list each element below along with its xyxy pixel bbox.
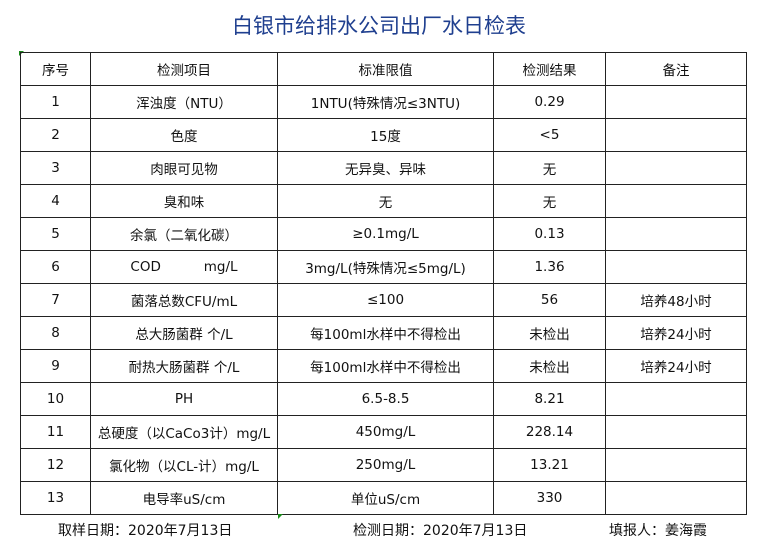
cell-seq: 13 [20,481,91,515]
cell-standard: 每100ml水样中不得检出 [277,349,494,383]
cell-standard: ≥0.1mg/L [277,217,494,251]
inspection-table: 序号 检测项目 标准限值 检测结果 备注 1 浑浊度（NTU） 1NTU(特殊情况≤3NTU)… [20,52,747,515]
cell-standard: 3mg/L(特殊情况≤5mg/L) [277,250,494,284]
cell-seq: 5 [20,217,91,251]
table-row: 12 氯化物（以CL-计）mg/L 250mg/L 13.21 [20,448,747,482]
table-row: 2 色度 15度 <5 [20,118,747,152]
table-row: 4 臭和味无无 [20,184,747,218]
cell-item: 余氯（二氧化碳） [90,217,278,251]
header-remark: 备注 [605,52,747,86]
cell-seq: 3 [20,151,91,185]
cell-seq: 11 [20,415,91,449]
sample-date: 取样日期：2020年7月13日 [58,523,233,539]
cell-result: 未检出 [493,349,606,383]
cell-item: 色度 [90,118,278,152]
cell-standard: 单位uS/cm [277,481,494,515]
table-row: 3 肉眼可见物 无异臭、异味无 [20,151,747,185]
table-row: 7 菌落总数CFU/mL ≤100 56 培养48小时 [20,283,747,317]
cell-item: PH [90,382,278,416]
cell-remark: 培养24小时 [605,316,747,350]
cell-result: <5 [493,118,606,152]
cell-seq: 10 [20,382,91,416]
cell-item: 总大肠菌群 个/L [90,316,278,350]
table-row: 8 总大肠菌群 个/L 每100ml水样中不得检出 未检出 培养24小时 [20,316,747,350]
cell-standard: 250mg/L [277,448,494,482]
cell-standard: 15度 [277,118,494,152]
cell-result: 330 [493,481,606,515]
cell-seq: 12 [20,448,91,482]
cell-item: 菌落总数CFU/mL [90,283,278,317]
cell-remark [605,184,747,218]
table-row: 11 总硬度（以CaCo3计）mg/L 450mg/L 228.14 [20,415,747,449]
page-title: 白银市给排水公司出厂水日检表 [232,14,526,38]
cell-item: 总硬度（以CaCo3计）mg/L [90,415,278,449]
test-date: 检测日期：2020年7月13日 [353,523,528,539]
cell-standard: 1NTU(特殊情况≤3NTU) [277,85,494,119]
cell-remark [605,382,747,416]
cell-result: 8.21 [493,382,606,416]
cell-standard: 每100ml水样中不得检出 [277,316,494,350]
cell-result: 无 [493,184,606,218]
cell-remark: 培养48小时 [605,283,747,317]
cell-remark: 培养24小时 [605,349,747,383]
header-row: 序号 检测项目 标准限值 检测结果 备注 [20,52,747,86]
cell-standard: 450mg/L [277,415,494,449]
cell-remark [605,118,747,152]
cell-remark [605,481,747,515]
cell-remark [605,415,747,449]
cell-seq: 1 [20,85,91,119]
cell-item: 氯化物（以CL-计）mg/L [90,448,278,482]
cell-result: 未检出 [493,316,606,350]
table-row: 10 PH 6.5-8.5 8.21 [20,382,747,416]
header-item: 检测项目 [90,52,278,86]
table-row: 13 电导率uS/cm 单位uS/cm 330 [20,481,747,515]
cell-standard: 6.5-8.5 [277,382,494,416]
cell-standard: 无异臭、异味 [277,151,494,185]
header-standard: 标准限值 [277,52,494,86]
cell-result: 228.14 [493,415,606,449]
cell-marker [278,514,283,519]
header-seq: 序号 [20,52,91,86]
cell-seq: 6 [20,250,91,284]
cell-result: 13.21 [493,448,606,482]
cell-result: 56 [493,283,606,317]
cell-remark [605,151,747,185]
cell-seq: 9 [20,349,91,383]
cell-remark [605,250,747,284]
cell-result: 0.29 [493,85,606,119]
cell-standard: 无 [277,184,494,218]
cell-seq: 4 [20,184,91,218]
table-row: 5 余氯（二氧化碳） ≥0.1mg/L 0.13 [20,217,747,251]
cell-item: 耐热大肠菌群 个/L [90,349,278,383]
cell-item: COD mg/L [90,250,278,284]
cell-remark [605,217,747,251]
header-result: 检测结果 [493,52,606,86]
cell-remark [605,85,747,119]
cell-seq: 8 [20,316,91,350]
cell-item: 电导率uS/cm [90,481,278,515]
table-row: 1 浑浊度（NTU） 1NTU(特殊情况≤3NTU) 0.29 [20,85,747,119]
cell-result: 1.36 [493,250,606,284]
cell-result: 0.13 [493,217,606,251]
cell-seq: 2 [20,118,91,152]
reporter: 填报人：姜海霞 [609,523,707,539]
cell-result: 无 [493,151,606,185]
cell-item: 肉眼可见物 [90,151,278,185]
cell-item: 臭和味 [90,184,278,218]
cell-standard: ≤100 [277,283,494,317]
cell-seq: 7 [20,283,91,317]
table-row: 6 COD mg/L 3mg/L(特殊情况≤5mg/L) 1.36 [20,250,747,284]
table-row: 9 耐热大肠菌群 个/L 每100ml水样中不得检出 未检出 培养24小时 [20,349,747,383]
cell-remark [605,448,747,482]
cell-item: 浑浊度（NTU） [90,85,278,119]
